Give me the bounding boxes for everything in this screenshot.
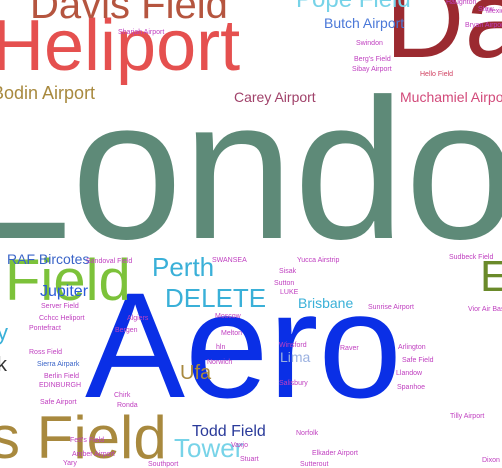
word-arlington: Arlington [398, 344, 426, 351]
word-swansea: SWANSEA [212, 257, 247, 264]
word-melton: Melton [221, 330, 243, 337]
word-hello-field: Hello Field [420, 71, 454, 78]
word-bryan-airport: Bryan Airport [465, 22, 502, 29]
word-sudbeck-field: Sudbeck Field [449, 254, 494, 261]
word-moscow: Moscow [215, 313, 241, 320]
word-ronda: Ronda [117, 402, 138, 409]
word-butch-airport: Butch Airport [324, 15, 405, 31]
word-heliport: Heliport [0, 6, 241, 86]
word-aero: Aero [85, 261, 402, 429]
word-e: E [480, 252, 502, 301]
word-llandow: Llandow [396, 370, 423, 377]
word-sutton: Sutton [274, 280, 295, 287]
word-spanhoe: Spanhoe [397, 384, 426, 391]
word-brisbane: Brisbane [298, 295, 354, 311]
word-davis-field: Davis Field [30, 0, 228, 27]
word-raver: Raver [340, 345, 359, 352]
word-fett-s-field: Fett's Field [70, 437, 105, 444]
word-norfolk: Norfolk [296, 430, 319, 437]
word-safe-airport: Safe Airport [40, 399, 77, 406]
word-perth: Perth [152, 252, 215, 282]
word-dixon: Dixon [482, 457, 500, 464]
word-tower: Tower [174, 433, 244, 463]
word-cchcc-heliport: Cchcc Heliport [39, 315, 85, 322]
word-stuart: Stuart [240, 456, 259, 463]
word-london: London [0, 58, 502, 281]
word-sharjah-airport: Sharjah Airport [118, 29, 165, 36]
word-delete: DELETE [165, 283, 267, 313]
word-bergen: Bergen [115, 327, 138, 334]
word-vior-air-base: Vior Air Base [468, 306, 502, 313]
word-berlin-field: Berlin Field [44, 373, 80, 380]
word-sandoval-field: Sandoval Field [86, 258, 133, 265]
word-raf-bircotes: RAF Bircotes [7, 251, 90, 267]
word-elkader-airport: Elkader Airport [312, 450, 358, 457]
word-pontefract: Pontefract [29, 325, 61, 332]
word-s-field: s Field [0, 404, 167, 468]
word-luke: LUKE [280, 289, 299, 296]
word-chirk: Chirk [114, 392, 131, 399]
word-sunrise-airport: Sunrise Airport [368, 304, 414, 311]
word-edinburgh: EDINBURGH [39, 382, 82, 389]
word-y: y [0, 320, 8, 345]
word-ross-field: Ross Field [29, 349, 63, 356]
word-southport: Southport [148, 461, 179, 468]
word-safe-field: Safe Field [402, 357, 434, 364]
word-lima: Lima [280, 349, 311, 365]
word-k: k [0, 354, 7, 376]
word-tilly-airport: Tilly Airport [450, 413, 485, 420]
word-sisak: Sisak [279, 268, 297, 275]
word-sierra-airpark: Sierra Airpark [37, 361, 80, 368]
word-field: Field [5, 248, 131, 313]
word-jupiter: Jupiter [40, 283, 89, 300]
word-yary: Yary [63, 460, 77, 467]
word-carey-airport: Carey Airport [234, 89, 316, 105]
word-hln: hln [216, 344, 226, 351]
word-sibay-airport: Sibay Airport [352, 66, 392, 73]
word-norwich: Norwich [207, 359, 233, 366]
word-salisbury: Salisbury [279, 380, 308, 387]
word-algiers: Algiers [127, 315, 149, 322]
word-winsford: Winsford [279, 342, 307, 349]
word-sutterout: Sutterout [300, 461, 329, 468]
word-berg-s-field: Berg's Field [354, 56, 391, 63]
word-da: Da [385, 0, 502, 81]
word-todd-field: Todd Field [192, 423, 266, 440]
word-vaxjo: Vaxjo [231, 442, 248, 449]
word-pope-field: Pope Field [296, 0, 411, 12]
word-swindon: Swindon [356, 40, 383, 47]
word-amber-airport: Amber Airport [72, 451, 115, 458]
word-mexico: Mexico [486, 8, 502, 15]
word-ufa: Ufa [180, 362, 212, 384]
word-server-field: Server Field [41, 303, 79, 310]
word-haughton: Haughton [446, 0, 477, 6]
word-bodin-airport: Bodin Airport [0, 83, 96, 103]
word-stow: Stow [478, 6, 494, 13]
word-yucca-airstrip: Yucca Airstrip [297, 257, 340, 264]
word-muchamiel-airport: Muchamiel Airport [400, 89, 502, 105]
